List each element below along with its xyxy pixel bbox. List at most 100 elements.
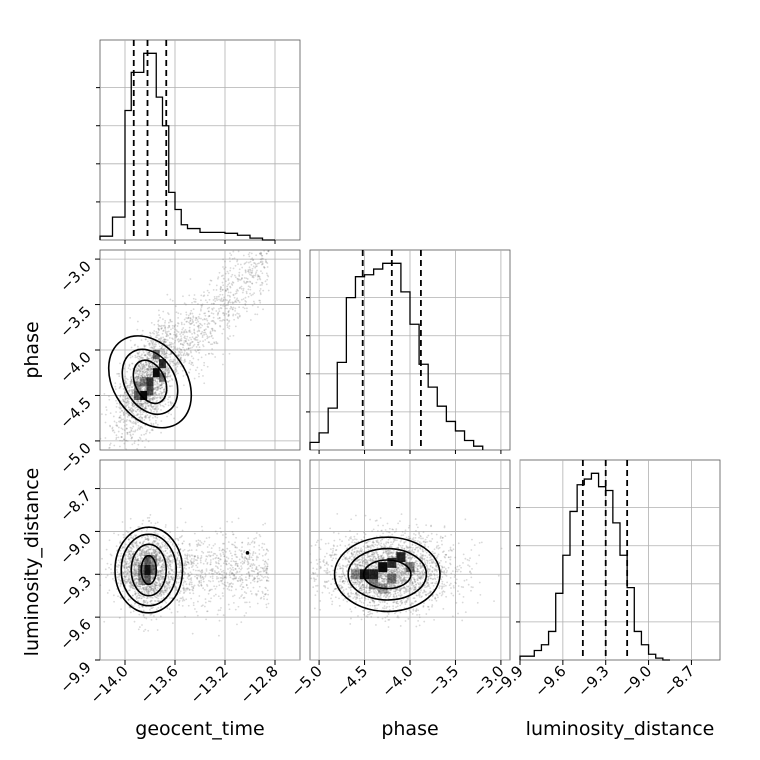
scatter-point bbox=[124, 401, 127, 404]
scatter-point bbox=[244, 271, 247, 274]
scatter-point bbox=[259, 574, 262, 576]
scatter-point bbox=[185, 303, 187, 306]
scatter-point bbox=[182, 581, 185, 584]
scatter-point bbox=[219, 609, 222, 612]
scatter-point bbox=[197, 542, 200, 545]
scatter-point bbox=[157, 328, 160, 330]
scatter-point bbox=[229, 286, 232, 289]
scatter-point bbox=[258, 548, 261, 551]
scatter-point bbox=[231, 566, 234, 569]
scatter-point bbox=[203, 361, 206, 364]
scatter-point bbox=[179, 333, 181, 336]
scatter-point bbox=[227, 311, 230, 313]
scatter-point bbox=[179, 351, 182, 354]
scatter-point bbox=[126, 560, 129, 563]
scatter-point bbox=[249, 590, 252, 593]
scatter-point bbox=[214, 356, 217, 358]
scatter-point bbox=[141, 427, 144, 429]
scatter-point bbox=[234, 264, 237, 267]
scatter-point bbox=[206, 563, 209, 565]
scatter-point bbox=[131, 422, 134, 424]
scatter-point bbox=[243, 559, 246, 562]
scatter-point bbox=[253, 302, 256, 305]
scatter-point bbox=[216, 295, 218, 298]
scatter-point bbox=[206, 337, 209, 340]
scatter-point bbox=[142, 542, 144, 544]
scatter-point bbox=[267, 249, 270, 252]
scatter-point bbox=[264, 565, 267, 568]
scatter-point bbox=[226, 587, 229, 590]
scatter-point bbox=[228, 257, 231, 260]
scatter-point bbox=[217, 317, 219, 320]
scatter-point bbox=[164, 543, 167, 545]
scatter-point bbox=[219, 597, 222, 600]
scatter-point bbox=[246, 586, 249, 589]
scatter-point bbox=[238, 549, 241, 551]
scatter-point bbox=[178, 600, 180, 603]
scatter-point bbox=[189, 331, 192, 333]
scatter-point bbox=[134, 535, 137, 538]
scatter-point bbox=[232, 601, 235, 604]
scatter-point bbox=[203, 294, 206, 297]
scatter-point bbox=[152, 359, 154, 361]
scatter-point bbox=[126, 386, 129, 389]
scatter-point bbox=[160, 324, 163, 327]
scatter-point bbox=[169, 318, 172, 321]
scatter-point bbox=[196, 614, 199, 617]
scatter-point bbox=[213, 595, 215, 597]
scatter-point bbox=[203, 329, 206, 332]
scatter-point bbox=[151, 368, 154, 371]
scatter-point bbox=[226, 285, 229, 288]
scatter-point bbox=[157, 338, 160, 341]
scatter-point bbox=[125, 448, 128, 451]
scatter-point bbox=[142, 609, 145, 612]
scatter-point bbox=[133, 404, 136, 407]
scatter-point bbox=[169, 362, 172, 365]
scatter-point bbox=[210, 547, 213, 550]
scatter-point bbox=[141, 353, 143, 356]
scatter-point bbox=[193, 329, 196, 332]
scatter-point bbox=[134, 354, 137, 357]
scatter-point bbox=[140, 557, 142, 560]
scatter-point bbox=[176, 338, 179, 341]
scatter-point bbox=[237, 280, 239, 282]
scatter-point bbox=[131, 395, 134, 397]
scatter-point bbox=[142, 614, 145, 617]
scatter-point bbox=[147, 365, 150, 368]
scatter-point bbox=[152, 400, 154, 402]
scatter-point bbox=[149, 399, 152, 402]
scatter-point bbox=[228, 327, 231, 330]
scatter-point bbox=[154, 583, 156, 586]
scatter-point bbox=[121, 440, 123, 442]
scatter-point bbox=[173, 325, 176, 327]
scatter-point bbox=[115, 399, 117, 402]
scatter-point bbox=[197, 349, 200, 352]
scatter-point bbox=[149, 346, 152, 349]
scatter-point bbox=[130, 380, 132, 383]
scatter-point bbox=[194, 575, 196, 578]
scatter-point bbox=[179, 338, 182, 341]
scatter-point bbox=[199, 561, 202, 564]
scatter-point bbox=[198, 351, 201, 354]
scatter-point bbox=[136, 413, 139, 415]
scatter-point bbox=[183, 361, 185, 364]
scatter-point bbox=[123, 596, 126, 598]
scatter-point bbox=[201, 529, 204, 532]
scatter-point bbox=[153, 615, 155, 617]
scatter-point bbox=[176, 526, 179, 529]
scatter-point bbox=[144, 405, 147, 408]
scatter-point bbox=[189, 368, 192, 371]
scatter-point bbox=[202, 562, 205, 565]
scatter-point bbox=[257, 306, 259, 308]
scatter-point bbox=[131, 436, 133, 439]
scatter-point bbox=[139, 418, 142, 421]
scatter-point bbox=[234, 292, 237, 295]
scatter-point bbox=[211, 588, 213, 591]
scatter-point bbox=[150, 405, 153, 408]
scatter-point bbox=[231, 281, 234, 283]
scatter-point bbox=[215, 585, 218, 588]
scatter-point bbox=[228, 282, 231, 285]
scatter-point bbox=[202, 331, 205, 334]
scatter-point bbox=[199, 322, 201, 325]
scatter-point bbox=[179, 507, 182, 510]
